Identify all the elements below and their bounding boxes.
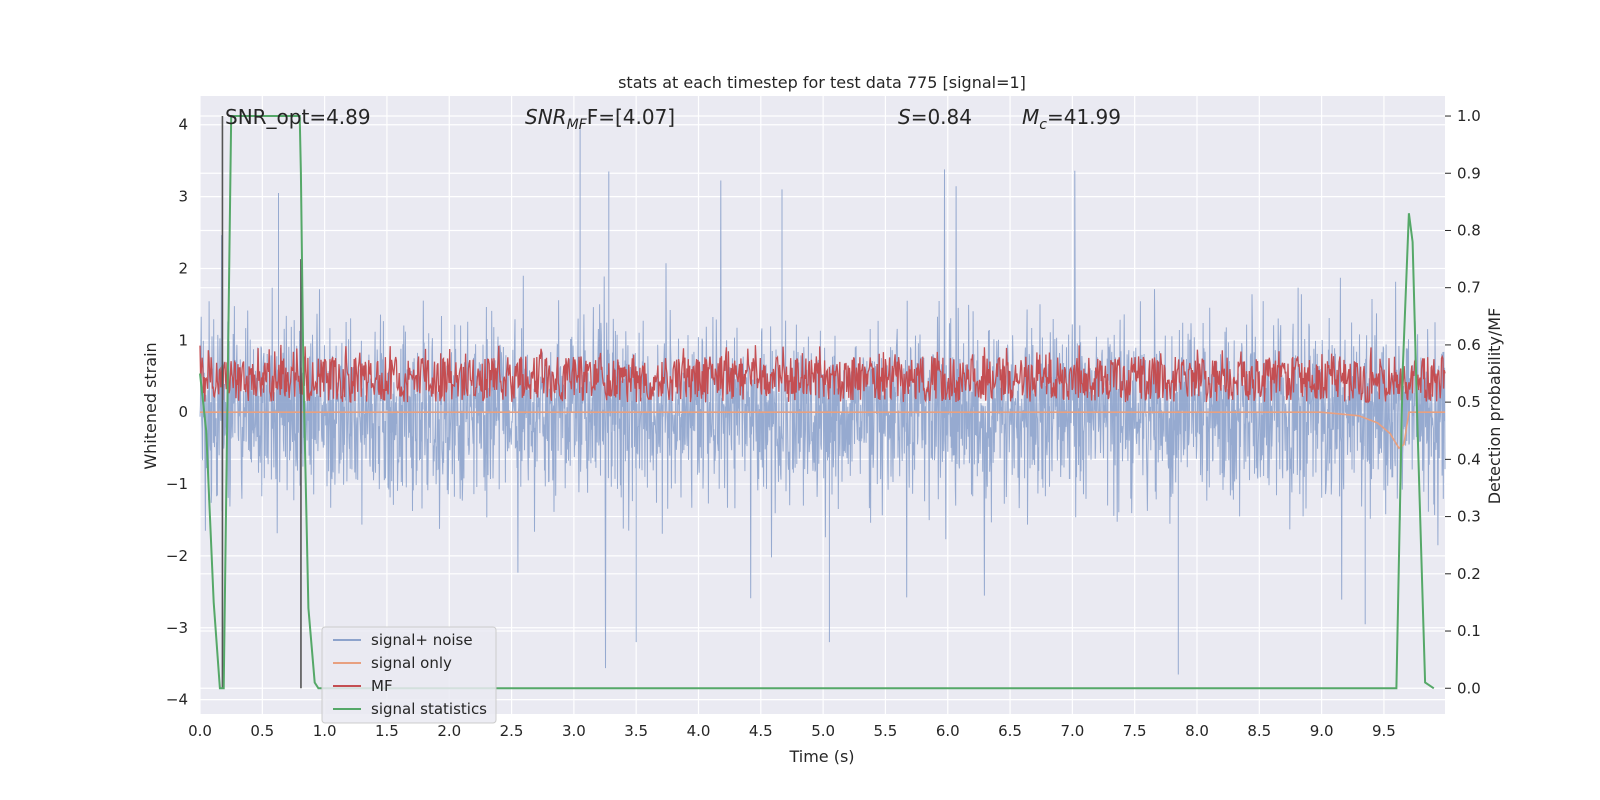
- y-tick-label-right: 0.6: [1457, 336, 1481, 354]
- x-tick-label: 9.0: [1310, 722, 1334, 740]
- y-tick-label-right: 0.1: [1457, 622, 1481, 640]
- x-tick-label: 5.0: [811, 722, 835, 740]
- mf-series: [199, 344, 1446, 404]
- x-tick-label: 1.0: [313, 722, 337, 740]
- x-tick-label: 8.5: [1247, 722, 1271, 740]
- signal-plus-noise-series: [199, 124, 1446, 675]
- y-tick-label-right: 0.3: [1457, 508, 1481, 526]
- axis-ticks: 0.0 0.5 1.0 1.5 2.0 2.5 3.0 3.5 4.0 4.5 5.0 5.5 6.0 6…: [166, 107, 1481, 740]
- y-tick-label-right: 0.7: [1457, 279, 1481, 297]
- s-main: S: [898, 105, 911, 129]
- x-tick-label: 9.5: [1372, 722, 1396, 740]
- x-tick-label: 8.0: [1185, 722, 1209, 740]
- x-tick-label: 3.5: [624, 722, 648, 740]
- snr-opt-annotation: SNR_opt=4.89: [225, 105, 371, 129]
- y-tick-label-right: 0.4: [1457, 450, 1481, 468]
- y-tick-label-right: 1.0: [1457, 107, 1481, 125]
- x-tick-label: 4.0: [687, 722, 711, 740]
- y-tick-label-left: −4: [166, 691, 188, 709]
- legend-label-signal-statistics: signal statistics: [371, 700, 487, 718]
- y-tick-label-right: 0.0: [1457, 679, 1481, 697]
- x-tick-label: 1.5: [375, 722, 399, 740]
- y-tick-label-right: 0.9: [1457, 164, 1481, 182]
- x-tick-label: 5.5: [874, 722, 898, 740]
- y-tick-label-left: 4: [178, 116, 188, 134]
- y-tick-label-left: 2: [178, 259, 188, 277]
- mc-sub: c: [1039, 117, 1047, 133]
- x-tick-label: 6.5: [998, 722, 1022, 740]
- x-tick-label: 7.0: [1060, 722, 1084, 740]
- x-tick-label: 0.0: [188, 722, 212, 740]
- snr-mf-rest: F=[4.07]: [587, 105, 675, 129]
- legend: signal+ noise signal only MF signal stat…: [321, 626, 497, 724]
- x-tick-label: 3.0: [562, 722, 586, 740]
- y-axis-label-right: Detection probability/MF: [1485, 308, 1504, 505]
- x-tick-label: 2.5: [500, 722, 524, 740]
- y-tick-label-right: 0.8: [1457, 221, 1481, 239]
- y-tick-label-right: 0.5: [1457, 393, 1481, 411]
- signal-only-line: [200, 411, 1445, 450]
- mc-main: M: [1022, 105, 1039, 129]
- mc-annotation: Mc=41.99: [1022, 105, 1121, 133]
- snr-mf-annotation: SNRMFF=[4.07]: [525, 105, 675, 133]
- y-tick-label-left: 3: [178, 188, 188, 206]
- legend-label-signal-only: signal only: [371, 654, 452, 672]
- x-tick-label: 6.0: [936, 722, 960, 740]
- y-tick-label-left: −2: [166, 547, 188, 565]
- signal-statistics-series: [199, 115, 1435, 690]
- y-axis-label-left: Whitened strain: [141, 342, 160, 469]
- legend-box: [321, 626, 497, 724]
- x-tick-label: 2.0: [437, 722, 461, 740]
- x-axis-label: Time (s): [788, 747, 854, 766]
- snr-mf-sub: MF: [567, 117, 588, 133]
- y-tick-label-right: 0.2: [1457, 565, 1481, 583]
- y-tick-label-left: 1: [178, 331, 188, 349]
- s-rest: =0.84: [911, 105, 972, 129]
- chart-title: stats at each timestep for test data 775…: [618, 73, 1026, 92]
- x-tick-label: 4.5: [749, 722, 773, 740]
- signal-only-series: [200, 411, 1445, 450]
- legend-label-signal-plus-noise: signal+ noise: [371, 631, 473, 649]
- y-tick-label-left: −3: [166, 619, 188, 637]
- mc-rest: =41.99: [1047, 105, 1121, 129]
- signal-statistics-line: [199, 115, 1435, 690]
- event-markers: [221, 116, 302, 689]
- y-tick-label-left: 0: [178, 403, 188, 421]
- x-tick-label: 7.5: [1123, 722, 1147, 740]
- snr-mf-main: SNR: [525, 105, 567, 129]
- legend-label-mf: MF: [371, 677, 393, 695]
- s-annotation: S=0.84: [898, 105, 972, 129]
- x-tick-label: 0.5: [250, 722, 274, 740]
- signal-plus-noise-line: [199, 124, 1446, 675]
- y-tick-label-left: −1: [166, 475, 188, 493]
- mf-line: [199, 344, 1446, 404]
